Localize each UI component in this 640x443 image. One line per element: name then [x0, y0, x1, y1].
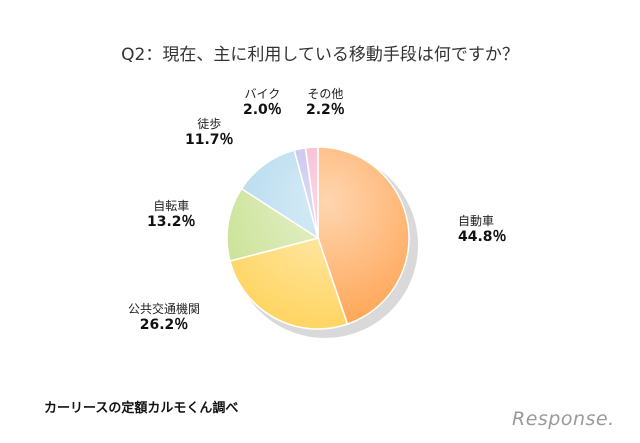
response-logo: Response. — [512, 408, 615, 430]
slice-name: 徒歩 — [197, 117, 222, 131]
slice-name: その他 — [307, 87, 344, 101]
slice-label-car: 自動車 44.8％ — [458, 214, 507, 245]
slice-value: 44.8％ — [458, 228, 507, 245]
chart-title: Q2：現在、主に利用している移動手段は何ですか？ — [121, 45, 519, 65]
slice-value: 13.2％ — [147, 213, 196, 230]
slice-value: 11.7％ — [185, 131, 234, 148]
slice-label-motorbike: バイク 2.0％ — [243, 87, 282, 118]
slice-name: 自動車 — [458, 214, 495, 228]
slice-name: バイク — [244, 87, 281, 101]
slice-name: 公共交通機関 — [128, 302, 201, 316]
slice-value: 2.2％ — [306, 101, 345, 118]
slice-label-public-transport: 公共交通機関 26.2％ — [128, 302, 201, 333]
slice-value: 26.2％ — [139, 316, 189, 333]
slice-label-walk: 徒歩 11.7％ — [185, 117, 234, 148]
source-note: カーリースの定額カルモくん調べ — [44, 401, 239, 416]
slice-label-bicycle: 自転車 13.2％ — [147, 199, 196, 230]
slice-name: 自転車 — [153, 199, 190, 213]
slice-label-other: その他 2.2％ — [306, 87, 345, 118]
slice-value: 2.0％ — [243, 101, 282, 118]
